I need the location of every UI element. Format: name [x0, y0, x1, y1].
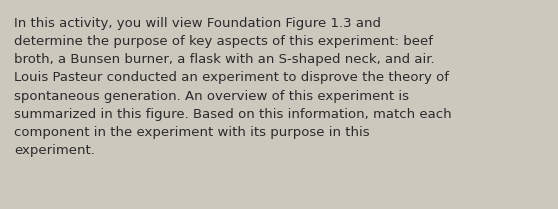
Text: In this activity, you will view Foundation Figure 1.3 and
determine the purpose : In this activity, you will view Foundati…: [14, 17, 451, 157]
